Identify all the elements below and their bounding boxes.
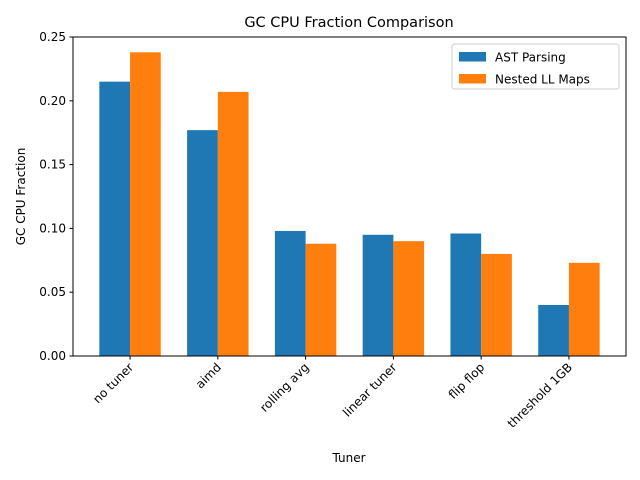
x-tick-label: rolling avg [257,360,312,415]
y-tick-label: 0.05 [39,285,66,299]
bar-ast-parsing-3 [362,234,394,356]
bar-ast-parsing-0 [99,81,131,356]
x-tick-label: linear tuner [340,360,399,419]
legend-swatch [459,52,486,62]
y-axis: 0.00 0.05 0.10 0.15 0.20 0.25 [39,30,73,363]
legend-box [451,43,620,90]
chart-title: GC CPU Fraction Comparison [244,15,453,31]
plot-frame [72,36,627,357]
legend: AST Parsing Nested LL Maps [451,43,620,90]
x-tick-label: no tuner [90,360,136,406]
legend-swatch [459,74,486,84]
legend-label: AST Parsing [495,51,566,65]
y-tick-label: 0.20 [39,94,66,108]
x-axis-label: Tuner [331,451,365,465]
x-tick-label: threshold 1GB [505,360,575,430]
y-axis-label: GC CPU Fraction [14,148,28,246]
bar-ast-parsing-2 [274,230,306,356]
x-tick-label: aimd [193,360,224,391]
bar-nested-ll-maps-3 [393,241,425,356]
y-tick-label: 0.25 [39,30,66,44]
bar-nested-ll-maps-5 [568,262,600,356]
bar-nested-ll-maps-0 [130,52,161,356]
y-tick-label: 0.10 [39,221,66,235]
y-tick-label: 0.15 [39,158,66,172]
bar-ast-parsing-1 [187,130,218,356]
bar-nested-ll-maps-2 [305,243,337,356]
x-tick-label: flip flop [446,360,488,402]
x-axis: no tuner aimd rolling avg linear tuner flip … [90,356,575,431]
y-tick-label: 0.00 [39,349,66,363]
bar-nested-ll-maps-4 [481,253,512,356]
legend-label: Nested LL Maps [495,73,590,87]
bar-ast-parsing-5 [538,304,569,356]
bar-nested-ll-maps-1 [217,91,249,357]
bars-group [99,52,600,357]
bar-ast-parsing-4 [450,233,482,356]
